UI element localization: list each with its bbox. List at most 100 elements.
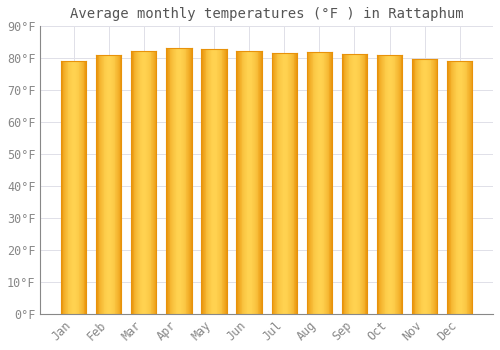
Bar: [119, 55, 120, 314]
Bar: [114, 55, 116, 314]
Bar: [176, 48, 177, 314]
Bar: [468, 62, 469, 314]
Bar: [183, 48, 184, 314]
Bar: [62, 61, 64, 314]
Bar: [356, 54, 357, 314]
Bar: [83, 61, 84, 314]
Bar: [107, 55, 108, 314]
Bar: [347, 54, 348, 314]
Bar: [210, 49, 212, 314]
Bar: [112, 55, 113, 314]
Bar: [312, 52, 314, 314]
Bar: [295, 54, 296, 314]
Bar: [256, 51, 258, 314]
Bar: [76, 61, 77, 314]
Bar: [358, 54, 360, 314]
Bar: [240, 51, 242, 314]
Bar: [133, 51, 134, 314]
Bar: [387, 55, 388, 314]
Bar: [166, 48, 167, 314]
Bar: [458, 62, 459, 314]
Bar: [203, 49, 204, 314]
Bar: [209, 49, 210, 314]
Bar: [424, 59, 426, 314]
Bar: [322, 52, 324, 314]
Bar: [140, 51, 141, 314]
Bar: [236, 51, 238, 314]
Bar: [188, 48, 189, 314]
Bar: [432, 59, 433, 314]
Bar: [225, 49, 226, 314]
Bar: [97, 55, 98, 314]
Bar: [222, 49, 224, 314]
Bar: [206, 49, 208, 314]
Bar: [460, 62, 462, 314]
Bar: [238, 51, 239, 314]
Bar: [399, 55, 400, 314]
Bar: [61, 61, 62, 314]
Bar: [154, 51, 156, 314]
Bar: [279, 54, 280, 314]
Bar: [328, 52, 330, 314]
Bar: [471, 62, 472, 314]
Bar: [455, 62, 456, 314]
Bar: [366, 54, 367, 314]
Bar: [66, 61, 67, 314]
Bar: [244, 51, 245, 314]
Bar: [250, 51, 251, 314]
Bar: [118, 55, 119, 314]
Bar: [394, 55, 396, 314]
Bar: [251, 51, 252, 314]
Bar: [172, 48, 173, 314]
Bar: [389, 55, 390, 314]
Bar: [245, 51, 246, 314]
Bar: [342, 54, 344, 314]
Bar: [84, 61, 86, 314]
Bar: [417, 59, 418, 314]
Bar: [330, 52, 331, 314]
Bar: [106, 55, 107, 314]
Bar: [363, 54, 364, 314]
Bar: [131, 51, 132, 314]
Bar: [418, 59, 419, 314]
Title: Average monthly temperatures (°F ) in Rattaphum: Average monthly temperatures (°F ) in Ra…: [70, 7, 464, 21]
Bar: [352, 54, 353, 314]
Bar: [189, 48, 190, 314]
Bar: [219, 49, 220, 314]
Bar: [152, 51, 153, 314]
Bar: [397, 55, 398, 314]
Bar: [72, 61, 74, 314]
Bar: [70, 61, 71, 314]
Bar: [318, 52, 320, 314]
Bar: [248, 51, 249, 314]
Bar: [120, 55, 122, 314]
Bar: [422, 59, 423, 314]
Bar: [361, 54, 362, 314]
Bar: [239, 51, 240, 314]
Bar: [261, 51, 262, 314]
Bar: [398, 55, 399, 314]
Bar: [64, 61, 65, 314]
Bar: [413, 59, 414, 314]
Bar: [448, 62, 449, 314]
Bar: [214, 49, 215, 314]
Bar: [396, 55, 397, 314]
Bar: [254, 51, 255, 314]
Bar: [67, 61, 68, 314]
Bar: [74, 61, 75, 314]
Bar: [78, 61, 80, 314]
Bar: [462, 62, 463, 314]
Bar: [392, 55, 393, 314]
Bar: [290, 54, 291, 314]
Bar: [255, 51, 256, 314]
Bar: [429, 59, 430, 314]
Bar: [450, 62, 452, 314]
Bar: [243, 51, 244, 314]
Bar: [77, 61, 78, 314]
Bar: [276, 54, 278, 314]
Bar: [459, 62, 460, 314]
Bar: [132, 51, 133, 314]
Bar: [382, 55, 383, 314]
Bar: [364, 54, 366, 314]
Bar: [326, 52, 327, 314]
